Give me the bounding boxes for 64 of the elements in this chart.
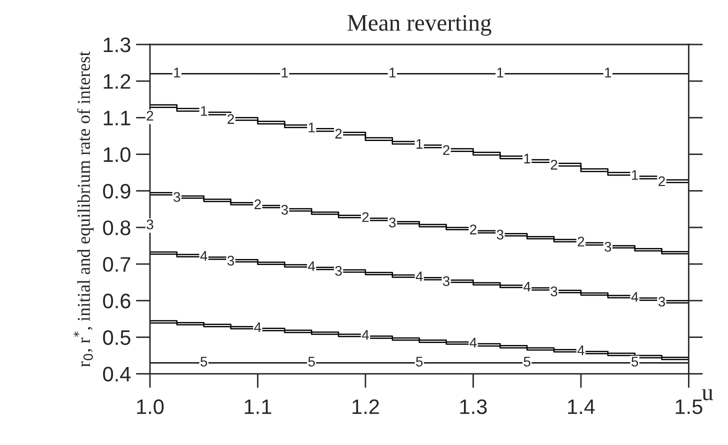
text: 3 xyxy=(496,230,504,240)
annotation: 2 xyxy=(228,114,234,124)
x-tick-label: 1.2 xyxy=(352,399,379,414)
text: 5 xyxy=(524,356,530,367)
text: 2 xyxy=(254,199,261,210)
text: 1 xyxy=(497,68,504,78)
y-axis-title: r$_{0}$, r$^{*}$, initial and equilibrium rate of interest xyxy=(74,51,94,367)
text: 2 xyxy=(146,110,154,121)
text: 5 xyxy=(632,356,638,367)
text: 3 xyxy=(281,204,288,215)
text: 2 xyxy=(550,160,558,170)
series-label: 3 xyxy=(227,256,234,266)
text: 1 xyxy=(605,68,612,78)
text: 4 xyxy=(362,330,369,340)
y-tick-label: 0.8 xyxy=(103,220,130,236)
text: 4 xyxy=(200,251,208,261)
series-label: 2 xyxy=(335,128,342,138)
chart-title: Mean reverting xyxy=(348,14,492,36)
text: 3 xyxy=(658,296,666,307)
text: 4 xyxy=(416,272,423,282)
text: 4 xyxy=(308,261,316,271)
y-tick-label: 1.2 xyxy=(104,74,130,89)
text: 3 xyxy=(335,266,342,276)
text: 4 xyxy=(577,346,584,356)
text: 4 xyxy=(631,292,638,302)
text: 5 xyxy=(416,356,423,367)
text: 2 xyxy=(658,176,665,186)
text: 1 xyxy=(308,122,315,132)
series-label: 1 xyxy=(201,106,208,116)
x-tick-label: 1.3 xyxy=(460,399,487,414)
text: 1 xyxy=(632,170,638,180)
text: 1 xyxy=(390,68,396,78)
y-tick-label: 1.3 xyxy=(104,38,130,52)
text: 4 xyxy=(470,338,477,348)
x-tick-label: 1.1 xyxy=(244,400,272,414)
text: 5 xyxy=(308,356,315,367)
text: 3 xyxy=(146,220,154,230)
text: 1 xyxy=(524,154,530,164)
series-label: 4 xyxy=(254,322,262,332)
text: 3 xyxy=(550,286,558,296)
x-tick-label: 1.5 xyxy=(676,400,702,414)
text: 1 xyxy=(416,139,423,149)
series-label: 4 xyxy=(524,282,531,292)
text: 2 xyxy=(443,145,450,155)
y-tick-label: 0.7 xyxy=(103,257,130,272)
y-tick-label: 0.9 xyxy=(103,184,130,199)
text: 1 xyxy=(282,68,288,78)
x-axis-title: u xyxy=(702,389,714,400)
x-tick-label: 1.0 xyxy=(137,399,164,414)
annotation: 3 xyxy=(174,192,180,202)
y-tick-label: 1.1 xyxy=(104,110,130,126)
text: 3 xyxy=(442,276,450,286)
series-label: 2 xyxy=(470,224,476,234)
text: 2 xyxy=(362,212,369,222)
series-label: 3 xyxy=(389,218,396,228)
x-tick-label: 1.4 xyxy=(568,400,595,414)
series-label: 1 xyxy=(174,68,180,78)
text: 3 xyxy=(604,242,612,252)
y-tick-label: 0.5 xyxy=(103,330,130,345)
y-tick-label: 0.6 xyxy=(103,294,130,308)
y-tick-label: 1.0 xyxy=(104,147,130,162)
text: 2 xyxy=(578,236,584,246)
series-label: 5 xyxy=(200,356,208,367)
y-tick-label: 0.4 xyxy=(103,366,131,382)
